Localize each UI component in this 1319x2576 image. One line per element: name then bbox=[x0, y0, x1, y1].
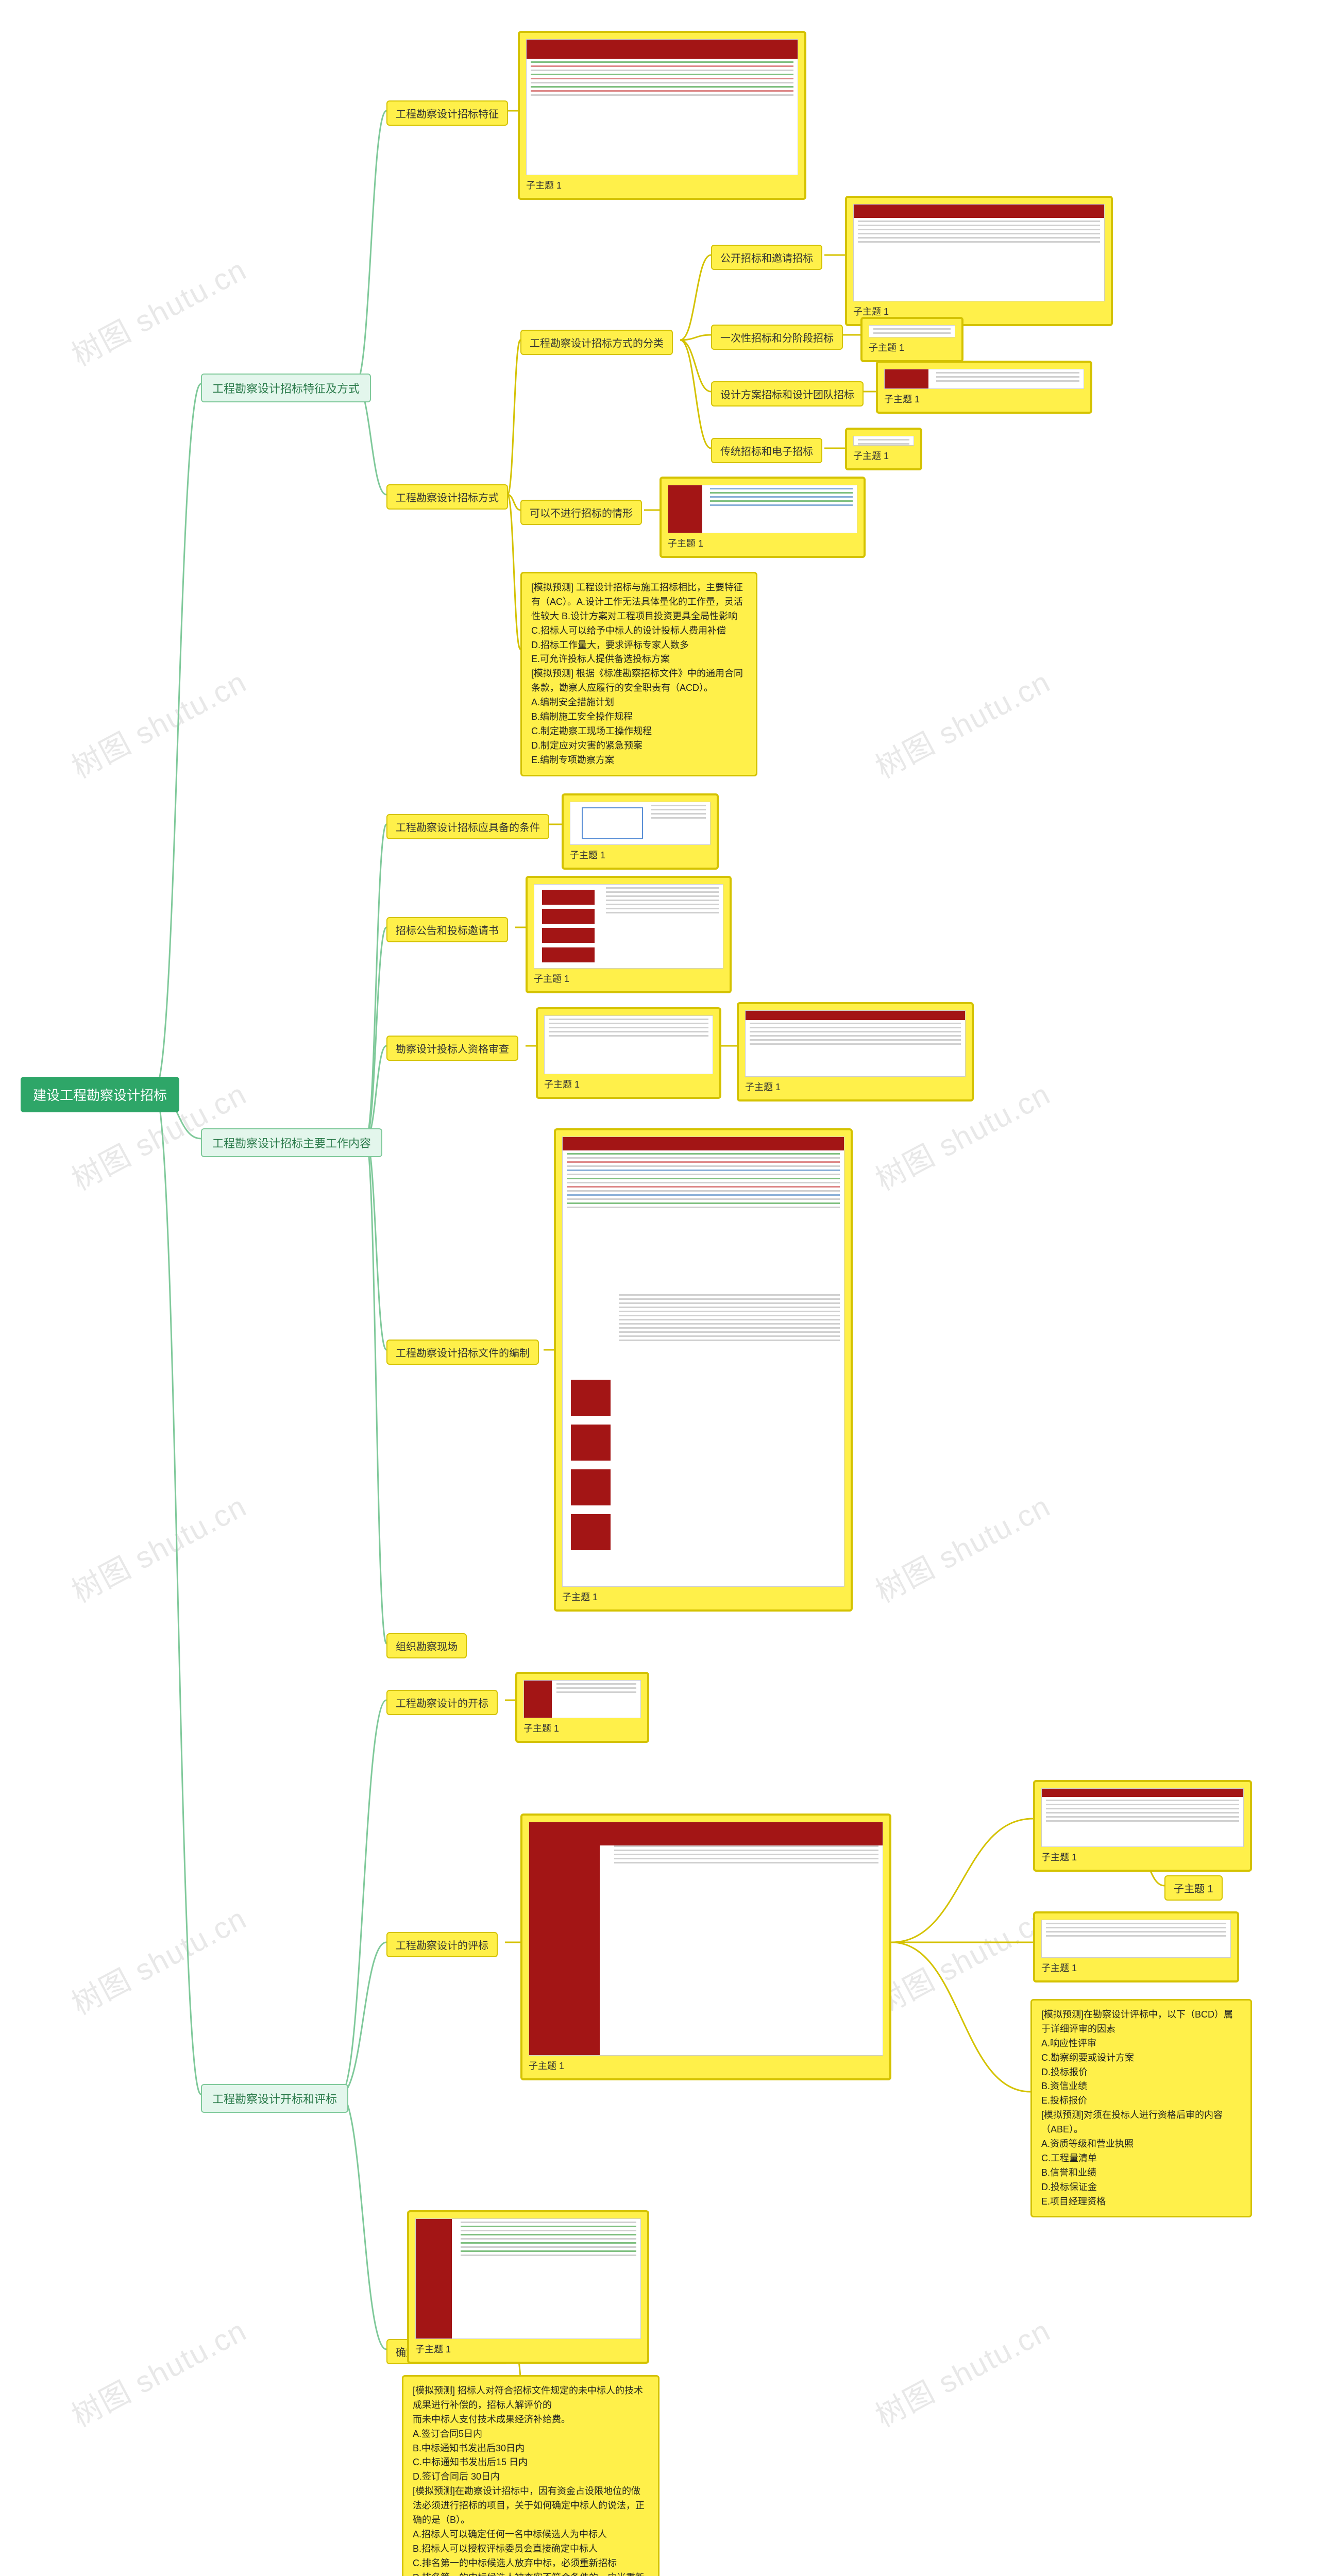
node-b4[interactable]: 工程勘察设计招标文件的编制 bbox=[386, 1340, 539, 1365]
thumbnail-card[interactable]: 子主题 1 bbox=[660, 477, 866, 558]
thumbnail-card[interactable]: 子主题 1 bbox=[536, 1007, 721, 1099]
thumbnail-caption: 子主题 1 bbox=[534, 972, 723, 985]
node-c2[interactable]: 工程勘察设计的评标 bbox=[386, 1932, 498, 1957]
thumbnail-image bbox=[745, 1010, 966, 1077]
watermark-text: 树图 shutu.cn bbox=[63, 2307, 253, 2435]
node-a2[interactable]: 工程勘察设计招标方式 bbox=[386, 484, 508, 510]
node-a2-g2[interactable]: 一次性招标和分阶段招标 bbox=[711, 325, 843, 350]
node-a2-nobid[interactable]: 可以不进行招标的情形 bbox=[520, 500, 642, 525]
thumbnail-card[interactable]: 子主题 1 bbox=[1033, 1911, 1239, 1982]
textblock-c3: [模拟预测] 招标人对符合招标文件规定的未中标人的技术成果进行补偿的，招标人解评… bbox=[402, 2375, 660, 2576]
thumbnail-image bbox=[529, 1822, 883, 2056]
node-c1[interactable]: 工程勘察设计的开标 bbox=[386, 1690, 498, 1715]
watermark-text: 树图 shutu.cn bbox=[867, 2307, 1057, 2435]
thumbnail-card[interactable]: 子主题 1 bbox=[1033, 1780, 1252, 1872]
thumbnail-caption: 子主题 1 bbox=[1041, 1850, 1244, 1863]
node-b5[interactable]: 组织勘察现场 bbox=[386, 1633, 467, 1658]
thumbnail-caption: 子主题 1 bbox=[853, 304, 1105, 318]
thumbnail-card[interactable]: 子主题 1 bbox=[860, 317, 963, 362]
thumbnail-image bbox=[884, 369, 1084, 389]
root-node[interactable]: 建设工程勘察设计招标 bbox=[21, 1077, 179, 1112]
node-b1[interactable]: 工程勘察设计招标应具备的条件 bbox=[386, 814, 549, 839]
thumbnail-image bbox=[415, 2218, 641, 2339]
thumbnail-caption: 子主题 1 bbox=[884, 392, 1084, 405]
watermark-text: 树图 shutu.cn bbox=[63, 1894, 253, 2023]
thumbnail-card[interactable]: 子主题 1 bbox=[554, 1128, 853, 1612]
node-a2-g3[interactable]: 设计方案招标和设计团队招标 bbox=[711, 381, 864, 406]
thumbnail-caption: 子主题 1 bbox=[544, 1077, 713, 1091]
thumbnail-card[interactable]: 子主题 1 bbox=[520, 1814, 891, 2080]
watermark-text: 树图 shutu.cn bbox=[63, 658, 253, 786]
thumbnail-caption: 子主题 1 bbox=[526, 178, 798, 192]
thumbnail-card[interactable]: 子主题 1 bbox=[518, 31, 806, 200]
thumbnail-card[interactable]: 子主题 1 bbox=[737, 1002, 974, 1101]
thumbnail-caption: 子主题 1 bbox=[415, 2342, 641, 2355]
thumbnail-card[interactable]: 子主题 1 bbox=[845, 428, 922, 470]
thumbnail-card[interactable]: 子主题 1 bbox=[526, 876, 732, 993]
thumbnail-image bbox=[853, 436, 914, 446]
node-a2-g4[interactable]: 传统招标和电子招标 bbox=[711, 438, 822, 463]
node-b3[interactable]: 勘察设计投标人资格审查 bbox=[386, 1036, 518, 1061]
node-a2-g1[interactable]: 公开招标和邀请招标 bbox=[711, 245, 822, 270]
thumbnail-image bbox=[1041, 1920, 1231, 1958]
lvl1-node-b[interactable]: 工程勘察设计招标主要工作内容 bbox=[201, 1128, 382, 1157]
watermark-text: 树图 shutu.cn bbox=[63, 1482, 253, 1611]
thumbnail-image bbox=[544, 1015, 713, 1074]
thumbnail-caption: 子主题 1 bbox=[570, 848, 711, 861]
thumbnail-image bbox=[523, 1680, 641, 1718]
textblock-a2: [模拟预测] 工程设计招标与施工招标相比，主要特征有（AC）。A.设计工作无法具… bbox=[520, 572, 757, 776]
thumbnail-caption: 子主题 1 bbox=[529, 2059, 883, 2072]
lvl1-node-a[interactable]: 工程勘察设计招标特征及方式 bbox=[201, 374, 371, 402]
thumbnail-caption: 子主题 1 bbox=[562, 1590, 844, 1603]
watermark-text: 树图 shutu.cn bbox=[867, 1894, 1057, 2023]
thumbnail-image bbox=[562, 1137, 844, 1587]
thumbnail-image bbox=[1041, 1788, 1244, 1847]
thumbnail-image bbox=[668, 485, 857, 533]
thumbnail-caption: 子主题 1 bbox=[745, 1080, 966, 1093]
textblock-c2: [模拟预测]在勘察设计评标中，以下（BCD）属于详细评审的因素A.响应性评审C.… bbox=[1030, 1999, 1252, 2217]
node-c2-sub1-child[interactable]: 子主题 1 bbox=[1164, 1875, 1223, 1901]
thumbnail-caption: 子主题 1 bbox=[668, 536, 857, 550]
thumbnail-card[interactable]: 子主题 1 bbox=[515, 1672, 649, 1743]
thumbnail-caption: 子主题 1 bbox=[853, 449, 914, 462]
node-a1[interactable]: 工程勘察设计招标特征 bbox=[386, 100, 508, 126]
watermark-text: 树图 shutu.cn bbox=[867, 1482, 1057, 1611]
watermark-text: 树图 shutu.cn bbox=[63, 246, 253, 374]
thumbnail-card[interactable]: 子主题 1 bbox=[562, 793, 719, 870]
thumbnail-image bbox=[570, 802, 711, 845]
thumbnail-caption: 子主题 1 bbox=[869, 341, 955, 354]
node-b2[interactable]: 招标公告和投标邀请书 bbox=[386, 917, 508, 942]
thumbnail-image bbox=[526, 39, 798, 175]
thumbnail-card[interactable]: 子主题 1 bbox=[876, 361, 1092, 414]
thumbnail-image bbox=[534, 884, 723, 969]
lvl1-node-c[interactable]: 工程勘察设计开标和评标 bbox=[201, 2084, 348, 2113]
thumbnail-caption: 子主题 1 bbox=[523, 1721, 641, 1735]
thumbnail-card[interactable]: 子主题 1 bbox=[845, 196, 1113, 326]
thumbnail-caption: 子主题 1 bbox=[1041, 1961, 1231, 1974]
watermark-text: 树图 shutu.cn bbox=[867, 658, 1057, 786]
thumbnail-image bbox=[869, 325, 955, 337]
thumbnail-image bbox=[853, 204, 1105, 301]
thumbnail-card[interactable]: 子主题 1 bbox=[407, 2210, 649, 2364]
node-a2-group[interactable]: 工程勘察设计招标方式的分类 bbox=[520, 330, 673, 355]
